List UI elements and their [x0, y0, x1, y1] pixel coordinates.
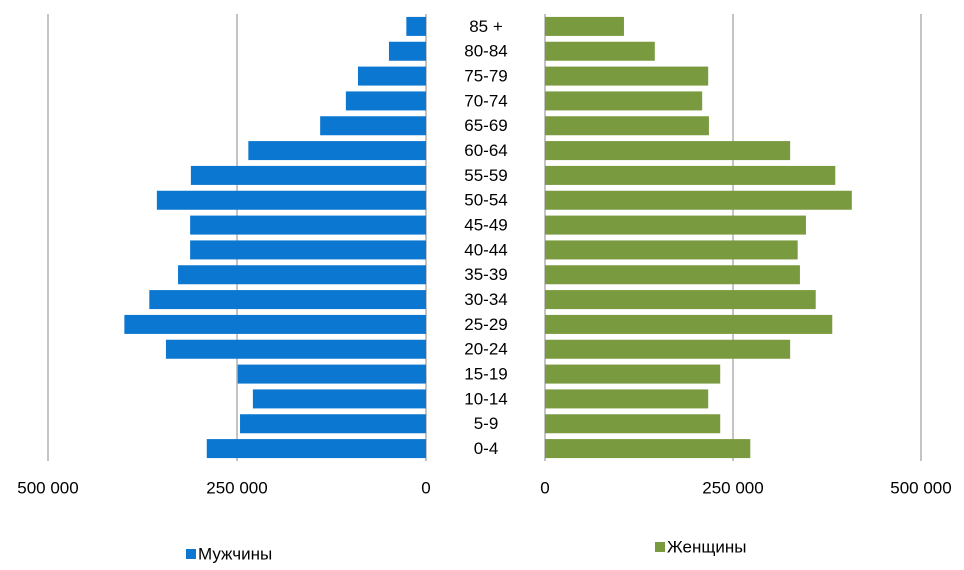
bar	[165, 339, 426, 359]
bar	[545, 215, 806, 235]
bar	[545, 414, 721, 434]
category-label: 15-19	[464, 365, 507, 384]
bar	[545, 91, 703, 111]
bar	[178, 265, 426, 285]
category-label: 25-29	[464, 315, 507, 334]
bar	[545, 439, 751, 459]
bar	[545, 240, 798, 260]
category-label: 55-59	[464, 166, 507, 185]
category-label: 10-14	[464, 389, 507, 408]
category-label: 30-34	[464, 290, 507, 309]
bar	[545, 339, 791, 359]
bar	[545, 190, 852, 210]
category-label: 60-64	[464, 141, 507, 160]
bar	[240, 414, 426, 434]
category-label: 5-9	[474, 414, 499, 433]
bar	[320, 116, 426, 136]
category-label: 50-54	[464, 191, 507, 210]
x-tick-label: 0	[421, 478, 430, 497]
legend-label: Мужчины	[198, 544, 272, 563]
bar	[237, 364, 426, 384]
bar	[388, 41, 426, 61]
x-tick-label: 0	[540, 478, 549, 497]
x-tick-label: 250 000	[702, 478, 763, 497]
bar	[248, 141, 426, 161]
legend-label: Женщины	[667, 537, 746, 556]
bar	[545, 265, 800, 285]
category-label: 45-49	[464, 216, 507, 235]
x-tick-label: 250 000	[206, 478, 267, 497]
category-label: 65-69	[464, 116, 507, 135]
bar	[190, 165, 426, 185]
bar	[406, 16, 426, 36]
category-label: 20-24	[464, 340, 507, 359]
category-label: 75-79	[464, 67, 507, 86]
bar	[149, 290, 426, 310]
legend-swatch	[655, 542, 665, 552]
x-tick-label: 500 000	[17, 478, 78, 497]
bar	[545, 165, 836, 185]
bar	[190, 215, 426, 235]
bar	[545, 116, 709, 136]
bar	[124, 314, 426, 334]
bar	[156, 190, 426, 210]
bar	[206, 439, 426, 459]
category-label: 85 +	[469, 17, 503, 36]
bar	[545, 16, 624, 36]
bar	[345, 91, 426, 111]
bar	[545, 389, 709, 409]
bar	[190, 240, 426, 260]
category-label: 70-74	[464, 91, 507, 110]
bar	[545, 290, 816, 310]
category-label: 80-84	[464, 42, 507, 61]
category-label: 0-4	[474, 439, 499, 458]
legend-swatch	[186, 549, 196, 559]
bar	[545, 41, 655, 61]
bar	[545, 314, 833, 334]
x-tick-label: 500 000	[890, 478, 951, 497]
bar	[545, 364, 721, 384]
bar	[545, 141, 791, 161]
bar	[357, 66, 426, 86]
bar	[252, 389, 426, 409]
category-label: 35-39	[464, 265, 507, 284]
bar	[545, 66, 709, 86]
category-label: 40-44	[464, 240, 507, 259]
